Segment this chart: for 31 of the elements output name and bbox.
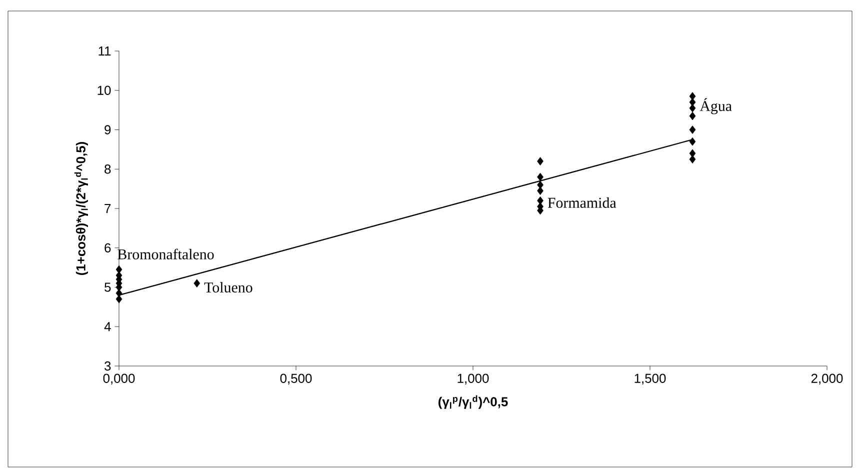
point — [689, 112, 696, 120]
point — [537, 196, 544, 205]
annotation: Tolueno — [204, 282, 252, 292]
y-tick-label: 8 — [104, 164, 111, 174]
point — [537, 172, 544, 182]
y-axis-title: (1+cosθ)*γ$_{l}$/(2*γ$_{l}$$^{d}$^0,5) — [74, 142, 88, 275]
point — [194, 279, 200, 288]
y-tick-label: 6 — [104, 243, 111, 252]
point — [116, 265, 122, 274]
x-tick-label: 1,500 — [634, 374, 666, 384]
point — [537, 157, 544, 166]
x-tick-label: 2,000 — [811, 374, 843, 384]
y-tick-label: 9 — [104, 125, 111, 134]
annotation: Bromonaftaleno — [118, 248, 214, 260]
point — [689, 137, 696, 146]
point — [689, 126, 696, 134]
y-tick-label: 10 — [98, 86, 111, 95]
y-tick-label: 3 — [104, 361, 111, 371]
point — [689, 155, 696, 164]
y-tick-label: 7 — [104, 204, 111, 213]
x-tick-label: 1,000 — [458, 374, 489, 384]
point — [689, 92, 696, 100]
point — [537, 186, 544, 195]
annotation: Formamida — [548, 197, 616, 208]
x-tick-label: 0,500 — [280, 374, 312, 384]
y-tick-label: 11 — [98, 46, 111, 56]
x-axis-title: (γ$_{l}$$^{p}$/γ$_{l}$$^{d}$)^0,5 — [438, 395, 508, 409]
y-tick-label: 5 — [104, 282, 111, 292]
x-tick-label: 0,000 — [103, 374, 135, 384]
y-tick-label: 4 — [104, 322, 111, 332]
annotation: Água — [700, 98, 732, 114]
